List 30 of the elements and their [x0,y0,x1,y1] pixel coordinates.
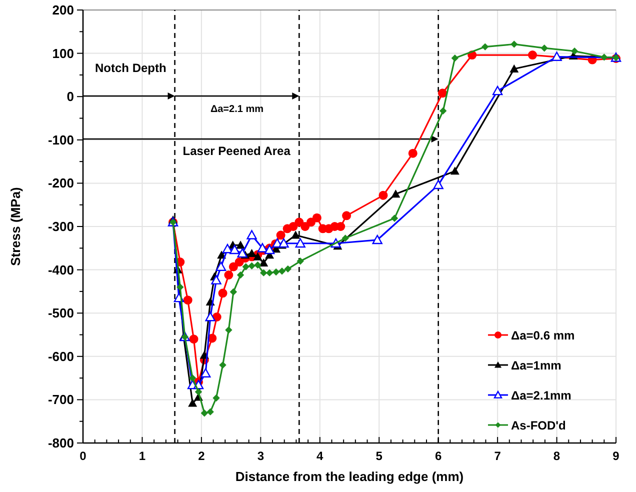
x-tick-label: 6 [434,449,442,463]
x-axis-title: Distance from the leading edge (mm) [235,469,464,484]
x-tick-label: 4 [316,449,324,463]
legend-label: Δa=2.1mm [511,388,572,402]
legend-label: As-FOD'd [511,418,566,432]
x-tick-label: 1 [138,449,146,463]
x-tick-label: 7 [494,449,502,463]
y-tick-label: -600 [48,348,74,364]
y-tick-label: -500 [48,306,74,321]
legend-label: Δa=1mm [511,358,562,372]
y-tick-label: 0 [66,89,74,104]
annotation: Δa=2.1 mm [210,104,264,115]
x-tick-label: 8 [553,449,560,463]
y-tick-label: 100 [52,46,74,61]
legend-label: Δa=0.6 mm [511,328,575,342]
x-tick-label: 3 [257,449,264,463]
x-tick-label: 2 [198,449,206,463]
y-tick-label: -700 [48,392,74,408]
x-tick-label: 9 [612,449,620,463]
x-tick-label: 5 [376,449,383,463]
annotation: Laser Peened Area [182,144,291,158]
x-tick-label: 0 [80,449,87,463]
y-tick-label: -200 [48,176,74,191]
y-axis-title: Stress (MPa) [8,187,23,266]
y-tick-label: -300 [48,219,74,234]
y-tick-label: -100 [48,132,74,148]
y-tick-label: -800 [48,436,74,450]
y-tick-label: 200 [52,2,74,18]
annotation: Notch Depth [95,61,166,75]
y-tick-label: -400 [48,262,74,278]
